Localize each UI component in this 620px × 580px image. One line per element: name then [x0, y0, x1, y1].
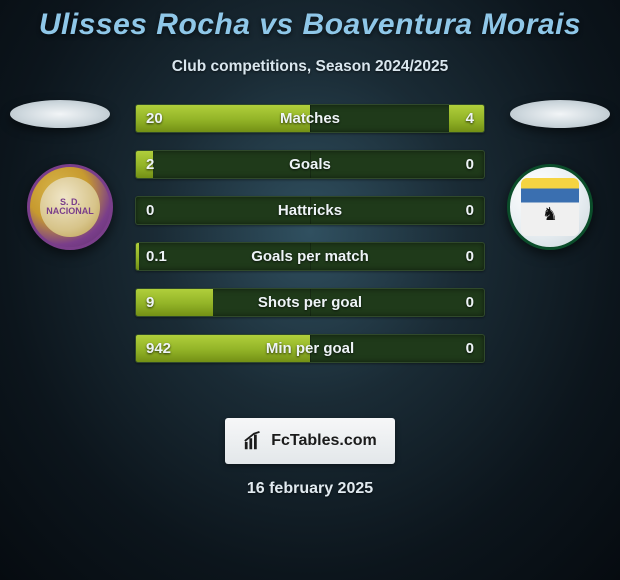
stat-label: Hattricks [136, 197, 484, 224]
comparison-bars: 204Matches 20Goals 00Hattricks 0.10Goals pe… [135, 104, 485, 363]
brand-badge: FcTables.com [225, 418, 395, 464]
club-badge-right: ♞ [507, 164, 593, 250]
stat-bar: 204Matches [135, 104, 485, 133]
club-badge-left-inner: S. D. NACIONAL [40, 177, 100, 237]
stat-label: Min per goal [136, 335, 484, 362]
lion-icon: ♞ [542, 204, 558, 225]
stat-bar: 9420Min per goal [135, 334, 485, 363]
stat-label: Matches [136, 105, 484, 132]
comparison-arena: S. D. NACIONAL ♞ 204Matches 20Goals 00Hatt… [0, 104, 620, 394]
stat-bar: 0.10Goals per match [135, 242, 485, 271]
stat-bar: 20Goals [135, 150, 485, 179]
subtitle: Club competitions, Season 2024/2025 [0, 58, 620, 76]
stat-bar: 00Hattricks [135, 196, 485, 225]
date-text: 16 february 2025 [0, 480, 620, 498]
club-badge-right-inner: ♞ [521, 178, 579, 236]
spotlight-right [510, 100, 610, 128]
page-title: Ulisses Rocha vs Boaventura Morais [0, 0, 620, 42]
stat-bar: 90Shots per goal [135, 288, 485, 317]
brand-text: FcTables.com [271, 432, 377, 450]
brand-chart-icon [243, 430, 265, 452]
stat-label: Goals per match [136, 243, 484, 270]
spotlight-left [10, 100, 110, 128]
club-badge-left: S. D. NACIONAL [27, 164, 113, 250]
stat-label: Goals [136, 151, 484, 178]
content: Ulisses Rocha vs Boaventura Morais Club … [0, 0, 620, 498]
stat-label: Shots per goal [136, 289, 484, 316]
